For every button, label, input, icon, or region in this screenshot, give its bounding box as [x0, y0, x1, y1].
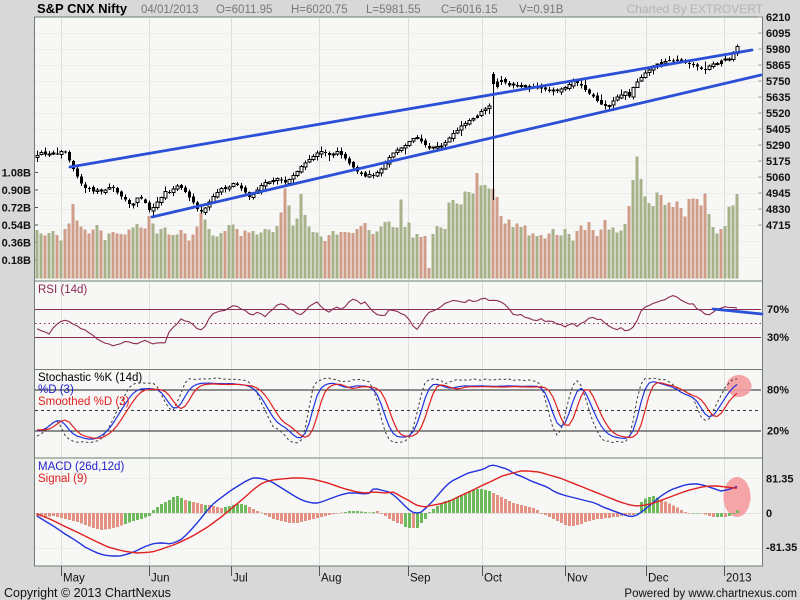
svg-text:Jul: Jul [233, 573, 248, 585]
svg-text:30%: 30% [767, 332, 789, 344]
svg-text:70%: 70% [767, 304, 789, 316]
svg-text:6210: 6210 [766, 12, 790, 24]
svg-text:0.90B: 0.90B [2, 185, 31, 197]
svg-text:5750: 5750 [766, 76, 790, 88]
svg-text:5290: 5290 [766, 140, 790, 152]
svg-text:0.18B: 0.18B [2, 255, 31, 267]
svg-text:Oct: Oct [484, 573, 503, 585]
svg-text:5060: 5060 [766, 172, 790, 184]
svg-text:1.08B: 1.08B [2, 168, 31, 180]
svg-text:0.72B: 0.72B [2, 203, 31, 215]
svg-text:L=5981.55: L=5981.55 [366, 4, 421, 16]
svg-text:5175: 5175 [766, 156, 790, 168]
svg-text:Aug: Aug [321, 573, 341, 585]
svg-text:Jun: Jun [151, 573, 170, 585]
svg-text:5520: 5520 [766, 108, 790, 120]
svg-text:5865: 5865 [766, 60, 790, 72]
svg-text:Nov: Nov [567, 573, 588, 585]
svg-text:6095: 6095 [766, 28, 790, 40]
svg-text:Signal (9): Signal (9) [38, 473, 87, 485]
svg-text:%D (3): %D (3) [38, 384, 74, 396]
svg-text:20%: 20% [767, 426, 789, 438]
svg-text:O=6011.95: O=6011.95 [216, 4, 272, 16]
svg-text:Stochastic %K (14d): Stochastic %K (14d) [38, 372, 142, 384]
svg-text:Dec: Dec [648, 573, 669, 585]
svg-text:0.36B: 0.36B [2, 238, 31, 250]
svg-text:4715: 4715 [766, 220, 790, 232]
svg-text:RSI (14d): RSI (14d) [38, 284, 87, 296]
svg-text:4945: 4945 [766, 188, 790, 200]
svg-text:80%: 80% [767, 385, 789, 397]
svg-text:-81.35: -81.35 [766, 542, 797, 554]
svg-text:0.54B: 0.54B [2, 220, 31, 232]
svg-text:Copyright © 2013 ChartNexus: Copyright © 2013 ChartNexus [4, 586, 171, 600]
svg-text:5635: 5635 [766, 92, 790, 104]
svg-text:C=6016.15: C=6016.15 [441, 4, 498, 16]
svg-text:Powered by www.chartnexus.com: Powered by www.chartnexus.com [624, 588, 797, 600]
svg-text:Charted By EXTROVERT: Charted By EXTROVERT [627, 2, 764, 16]
svg-text:H=6020.75: H=6020.75 [291, 4, 348, 16]
svg-text:S&P CNX Nifty: S&P CNX Nifty [37, 1, 128, 16]
svg-text:0: 0 [766, 508, 772, 520]
svg-text:May: May [63, 573, 85, 585]
svg-text:MACD (26d,12d): MACD (26d,12d) [38, 461, 124, 473]
svg-text:81.35: 81.35 [766, 474, 794, 486]
svg-text:5405: 5405 [766, 124, 790, 136]
svg-text:04/01/2013: 04/01/2013 [141, 4, 199, 16]
svg-text:Smoothed %D (3): Smoothed %D (3) [38, 396, 130, 408]
svg-text:Sep: Sep [410, 573, 430, 585]
svg-text:4830: 4830 [766, 204, 790, 216]
svg-text:V=0.91B: V=0.91B [519, 4, 564, 16]
svg-text:2013: 2013 [726, 573, 752, 585]
svg-text:5980: 5980 [766, 44, 790, 56]
